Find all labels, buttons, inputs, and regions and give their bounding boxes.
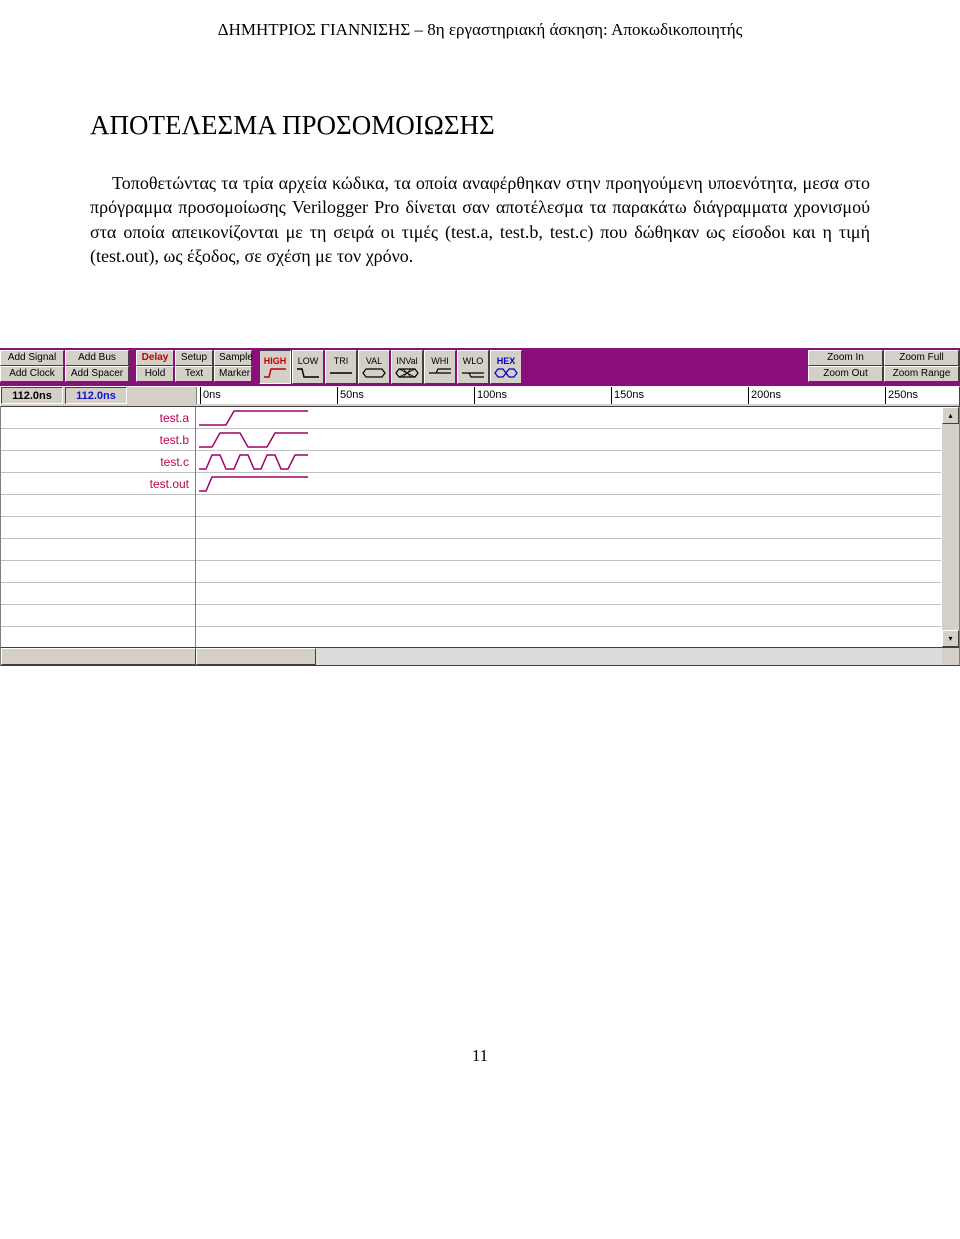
time-display-1: 112.0ns <box>1 387 63 404</box>
waveform-row <box>196 517 941 539</box>
zoom-range-button[interactable]: Zoom Range <box>884 366 959 382</box>
signal-name[interactable] <box>1 539 195 561</box>
zoom-full-button[interactable]: Zoom Full <box>884 350 959 366</box>
add-signal-button[interactable]: Add Signal <box>0 350 64 366</box>
waveform-area[interactable] <box>196 407 941 647</box>
signal-name[interactable] <box>1 561 195 583</box>
ruler-tick: 150ns <box>611 387 644 404</box>
signal-name[interactable] <box>1 605 195 627</box>
scroll-down-icon[interactable]: ▾ <box>942 630 959 647</box>
signal-name[interactable] <box>1 583 195 605</box>
time-row: 112.0ns 112.0ns 0ns 50ns 100ns 150ns 200ns 25… <box>0 386 960 407</box>
waveform-row <box>196 495 941 517</box>
signal-names-column: test.atest.btest.ctest.out <box>1 407 196 647</box>
whi-button[interactable]: WHI <box>424 350 456 384</box>
signal-name[interactable] <box>1 517 195 539</box>
waveform-row <box>196 561 941 583</box>
val-button[interactable]: VAL <box>358 350 390 384</box>
waveform-row <box>196 407 941 429</box>
time-display-2: 112.0ns <box>65 387 127 404</box>
high-button[interactable]: HIGH <box>259 350 291 384</box>
ruler-tick: 100ns <box>474 387 507 404</box>
body-paragraph: Τοποθετώντας τα τρία αρχεία κώδικα, τα ο… <box>90 171 870 268</box>
text-button[interactable]: Text <box>175 366 213 382</box>
scroll-up-icon[interactable]: ▴ <box>942 407 959 424</box>
hold-button[interactable]: Hold <box>136 366 174 382</box>
waveform-viewer: Add Signal Add Clock Add Bus Add Spacer … <box>0 348 960 666</box>
time-ruler[interactable]: 0ns 50ns 100ns 150ns 200ns 250ns <box>196 387 959 404</box>
ruler-tick: 250ns <box>885 387 918 404</box>
zoom-in-button[interactable]: Zoom In <box>808 350 883 366</box>
waveform-row <box>196 429 941 451</box>
waveform-row <box>196 539 941 561</box>
setup-button[interactable]: Setup <box>175 350 213 366</box>
horizontal-scrollbar[interactable] <box>0 648 960 666</box>
sample-button[interactable]: Sample <box>214 350 252 366</box>
zoom-out-button[interactable]: Zoom Out <box>808 366 883 382</box>
signal-name[interactable]: test.a <box>1 407 195 429</box>
add-clock-button[interactable]: Add Clock <box>0 366 64 382</box>
inval-button[interactable]: INVal <box>391 350 423 384</box>
marker-button[interactable]: Marker <box>214 366 252 382</box>
hex-button[interactable]: HEX <box>490 350 522 384</box>
waveform-row <box>196 605 941 627</box>
page-number: 11 <box>90 1046 870 1066</box>
add-spacer-button[interactable]: Add Spacer <box>65 366 129 382</box>
signal-name[interactable] <box>1 495 195 517</box>
ruler-tick: 50ns <box>337 387 364 404</box>
ruler-tick: 200ns <box>748 387 781 404</box>
page-header: ΔΗΜΗΤΡΙΟΣ ΓΙΑΝΝΙΣΗΣ – 8η εργαστηριακή άσ… <box>90 20 870 40</box>
add-bus-button[interactable]: Add Bus <box>65 350 129 366</box>
wlo-button[interactable]: WLO <box>457 350 489 384</box>
waveform-row <box>196 583 941 605</box>
waveform-row <box>196 473 941 495</box>
section-title: ΑΠΟΤΕΛΕΣΜΑ ΠΡΟΣΟΜΟΙΩΣΗΣ <box>90 110 870 141</box>
low-button[interactable]: LOW <box>292 350 324 384</box>
signal-name[interactable]: test.c <box>1 451 195 473</box>
signal-name[interactable]: test.out <box>1 473 195 495</box>
signal-name[interactable]: test.b <box>1 429 195 451</box>
ruler-tick: 0ns <box>200 387 221 404</box>
tri-button[interactable]: TRI <box>325 350 357 384</box>
toolbar: Add Signal Add Clock Add Bus Add Spacer … <box>0 350 960 386</box>
delay-button[interactable]: Delay <box>136 350 174 366</box>
waveform-row <box>196 451 941 473</box>
